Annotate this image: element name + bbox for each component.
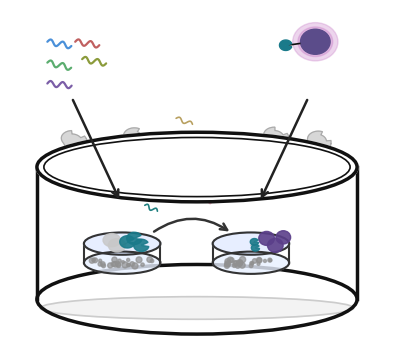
Polygon shape xyxy=(250,238,258,245)
Circle shape xyxy=(93,258,98,263)
Circle shape xyxy=(136,257,142,263)
Circle shape xyxy=(102,264,106,268)
Ellipse shape xyxy=(41,296,353,319)
Ellipse shape xyxy=(276,231,291,244)
Circle shape xyxy=(130,262,134,266)
Circle shape xyxy=(98,262,102,266)
Ellipse shape xyxy=(103,234,121,247)
Circle shape xyxy=(240,262,245,268)
Circle shape xyxy=(141,263,144,266)
Circle shape xyxy=(113,261,118,267)
Circle shape xyxy=(264,259,266,262)
Circle shape xyxy=(257,262,260,266)
Circle shape xyxy=(249,264,253,268)
Circle shape xyxy=(238,260,243,265)
Circle shape xyxy=(268,258,272,262)
Circle shape xyxy=(225,263,229,268)
Circle shape xyxy=(122,262,128,268)
Polygon shape xyxy=(251,244,260,251)
Circle shape xyxy=(235,263,240,268)
Ellipse shape xyxy=(84,232,160,255)
Circle shape xyxy=(229,258,234,262)
Ellipse shape xyxy=(301,29,330,54)
Polygon shape xyxy=(134,239,149,252)
Circle shape xyxy=(89,258,95,263)
Circle shape xyxy=(225,261,231,267)
Circle shape xyxy=(111,262,116,267)
Circle shape xyxy=(257,258,262,262)
Circle shape xyxy=(112,257,117,262)
Circle shape xyxy=(127,263,130,267)
Circle shape xyxy=(250,261,253,265)
Ellipse shape xyxy=(268,238,283,252)
Circle shape xyxy=(118,259,121,263)
Circle shape xyxy=(225,259,230,264)
Ellipse shape xyxy=(108,239,126,252)
Circle shape xyxy=(108,263,113,268)
Ellipse shape xyxy=(293,23,338,61)
Polygon shape xyxy=(279,40,292,50)
Ellipse shape xyxy=(37,132,357,202)
Circle shape xyxy=(126,258,130,261)
Ellipse shape xyxy=(259,231,275,245)
Polygon shape xyxy=(120,236,135,248)
Circle shape xyxy=(253,259,257,263)
Ellipse shape xyxy=(84,252,160,274)
Circle shape xyxy=(116,263,121,268)
Circle shape xyxy=(234,261,238,265)
Polygon shape xyxy=(61,130,88,153)
Circle shape xyxy=(227,257,233,263)
Circle shape xyxy=(122,261,125,263)
Ellipse shape xyxy=(37,264,357,334)
Polygon shape xyxy=(264,127,290,150)
Circle shape xyxy=(225,262,229,267)
Circle shape xyxy=(233,261,238,266)
Circle shape xyxy=(92,258,95,262)
Ellipse shape xyxy=(298,27,333,57)
Circle shape xyxy=(237,260,243,266)
Circle shape xyxy=(115,262,121,267)
Ellipse shape xyxy=(213,252,289,274)
Circle shape xyxy=(98,259,102,262)
Circle shape xyxy=(126,263,130,267)
Polygon shape xyxy=(127,232,142,245)
Circle shape xyxy=(150,259,154,263)
Circle shape xyxy=(256,258,262,263)
Circle shape xyxy=(100,262,105,266)
Circle shape xyxy=(237,261,242,267)
Circle shape xyxy=(232,264,236,268)
Polygon shape xyxy=(307,131,331,155)
Circle shape xyxy=(251,262,254,265)
Circle shape xyxy=(240,256,245,263)
Polygon shape xyxy=(122,128,147,151)
Ellipse shape xyxy=(213,232,289,255)
Circle shape xyxy=(269,259,272,262)
Circle shape xyxy=(147,257,152,262)
Circle shape xyxy=(132,263,138,269)
